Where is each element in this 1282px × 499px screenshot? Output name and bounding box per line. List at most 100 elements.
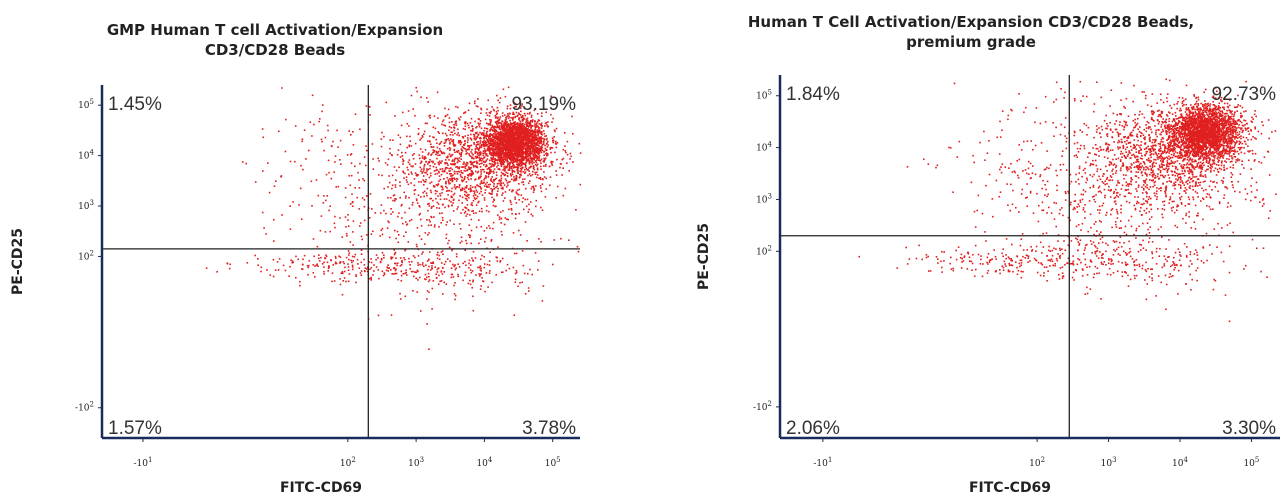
data-point bbox=[522, 114, 524, 117]
data-point bbox=[428, 205, 431, 207]
data-point bbox=[289, 205, 291, 207]
data-point bbox=[307, 264, 310, 267]
data-point bbox=[518, 159, 520, 162]
data-point bbox=[319, 229, 322, 232]
data-point bbox=[482, 168, 485, 171]
data-point bbox=[505, 171, 507, 174]
data-point bbox=[530, 119, 532, 122]
data-point bbox=[516, 122, 518, 125]
data-point bbox=[524, 168, 526, 171]
data-point bbox=[311, 135, 313, 137]
data-point bbox=[281, 87, 283, 89]
data-point bbox=[421, 136, 424, 138]
data-point bbox=[518, 130, 521, 133]
data-point bbox=[492, 126, 494, 128]
data-point bbox=[526, 150, 529, 152]
data-point bbox=[504, 174, 507, 176]
data-point bbox=[401, 203, 403, 206]
data-point bbox=[521, 103, 523, 105]
data-point bbox=[515, 103, 517, 105]
data-point bbox=[523, 129, 525, 131]
data-point bbox=[488, 115, 491, 117]
data-point bbox=[531, 120, 533, 122]
data-point bbox=[540, 139, 542, 142]
data-point bbox=[490, 147, 493, 150]
data-point bbox=[467, 193, 470, 196]
data-point bbox=[343, 270, 346, 273]
data-point bbox=[489, 251, 491, 254]
data-point bbox=[503, 132, 505, 135]
data-point bbox=[533, 154, 536, 156]
data-point bbox=[391, 256, 394, 259]
data-point bbox=[1232, 167, 1234, 169]
data-point bbox=[505, 118, 507, 121]
data-point bbox=[506, 126, 508, 129]
data-point bbox=[498, 179, 501, 181]
data-point bbox=[513, 170, 516, 173]
data-point bbox=[354, 253, 357, 256]
data-point bbox=[401, 111, 404, 114]
data-point bbox=[503, 169, 506, 172]
data-point bbox=[464, 128, 466, 131]
data-point bbox=[534, 128, 537, 130]
data-point bbox=[474, 131, 477, 134]
data-point bbox=[499, 153, 501, 155]
data-point bbox=[501, 142, 503, 145]
data-point bbox=[529, 138, 531, 140]
data-point bbox=[539, 159, 542, 162]
data-point bbox=[527, 134, 530, 136]
data-point bbox=[500, 230, 503, 233]
data-point bbox=[425, 157, 427, 159]
data-point bbox=[536, 142, 539, 144]
data-point bbox=[1220, 164, 1223, 167]
data-point bbox=[533, 156, 536, 158]
data-point bbox=[370, 266, 373, 269]
data-point bbox=[436, 271, 439, 273]
data-point bbox=[514, 158, 517, 161]
data-point bbox=[512, 128, 514, 131]
data-point bbox=[481, 168, 484, 171]
data-point bbox=[352, 231, 354, 233]
data-point bbox=[526, 151, 528, 153]
data-point bbox=[439, 198, 442, 201]
data-point bbox=[393, 273, 395, 275]
data-point bbox=[424, 181, 427, 183]
data-point bbox=[514, 153, 516, 155]
data-point bbox=[406, 181, 408, 183]
data-point bbox=[492, 150, 494, 152]
data-point bbox=[433, 216, 435, 218]
data-point bbox=[437, 150, 440, 153]
data-point bbox=[535, 157, 537, 159]
data-point bbox=[483, 156, 486, 158]
data-point bbox=[463, 147, 466, 150]
data-point bbox=[514, 217, 517, 220]
data-point bbox=[365, 145, 367, 147]
data-point bbox=[381, 233, 384, 236]
data-point bbox=[487, 183, 490, 186]
data-point bbox=[474, 165, 477, 167]
data-point bbox=[519, 234, 522, 236]
data-point bbox=[416, 175, 418, 177]
data-point bbox=[419, 162, 422, 164]
data-point bbox=[1191, 107, 1194, 110]
data-point bbox=[522, 197, 524, 199]
data-point bbox=[417, 264, 419, 266]
data-point bbox=[489, 270, 491, 272]
data-point bbox=[388, 267, 390, 269]
data-point bbox=[407, 169, 409, 171]
data-point bbox=[485, 209, 488, 212]
data-point bbox=[405, 221, 407, 223]
data-point bbox=[538, 141, 541, 144]
data-point bbox=[448, 159, 450, 161]
data-point bbox=[520, 142, 523, 145]
data-point bbox=[510, 209, 513, 211]
data-point bbox=[515, 136, 517, 139]
data-point bbox=[1179, 107, 1182, 110]
data-point bbox=[496, 149, 499, 152]
data-point bbox=[472, 250, 475, 253]
data-point bbox=[501, 150, 503, 153]
data-point bbox=[493, 185, 495, 187]
data-point bbox=[533, 152, 536, 155]
data-point bbox=[448, 182, 450, 185]
data-point bbox=[413, 275, 415, 278]
